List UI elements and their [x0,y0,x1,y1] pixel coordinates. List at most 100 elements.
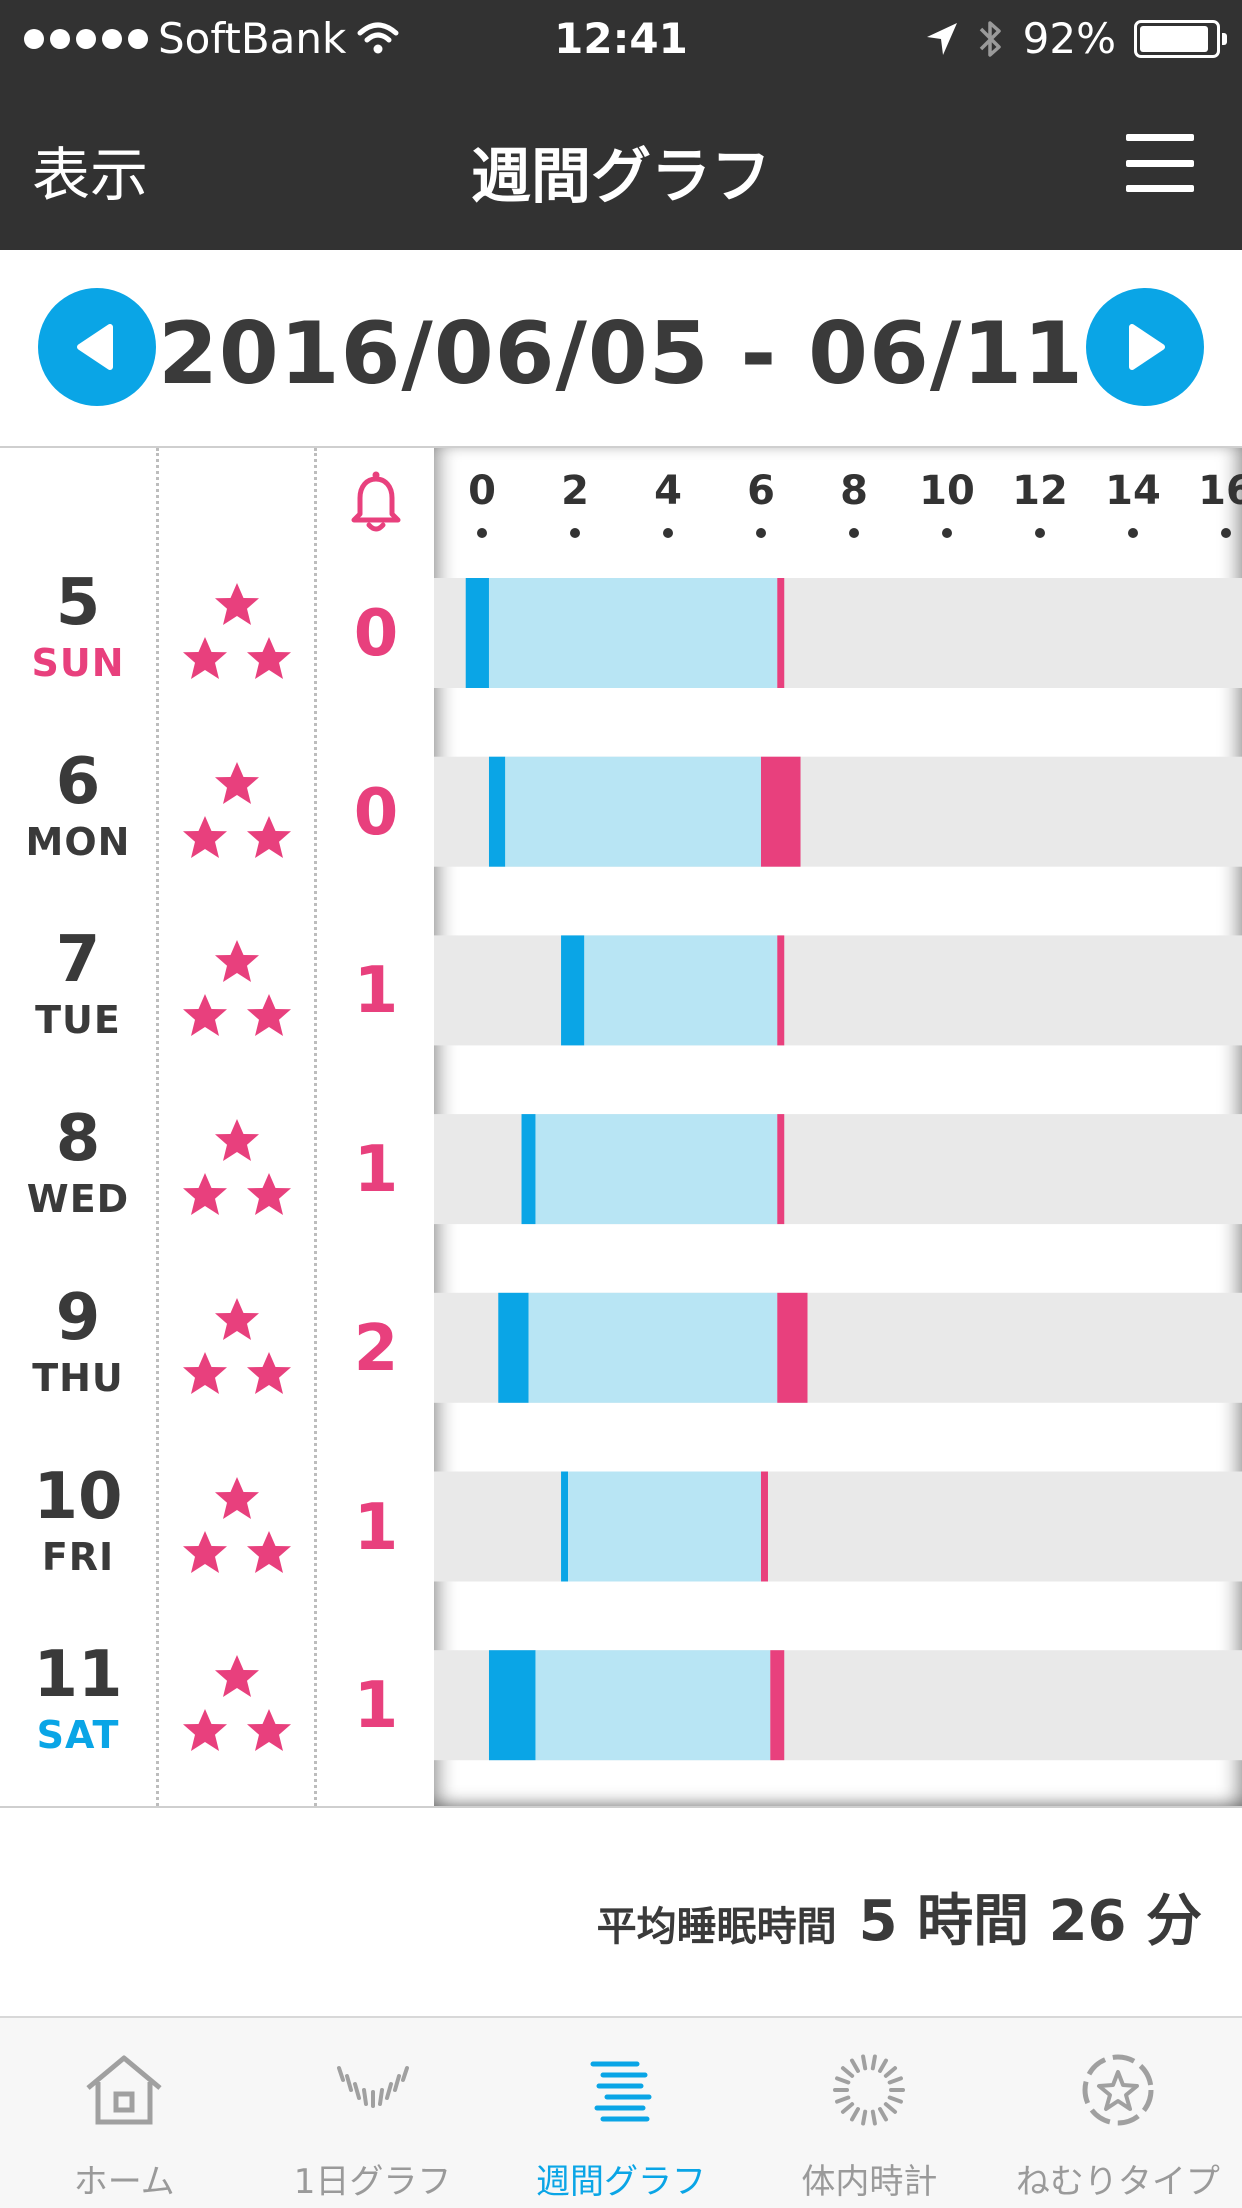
star-icon [215,1655,259,1698]
alarm-count: 2 [353,1311,399,1386]
sleep-bar-segment [528,1292,778,1403]
clock-tick [835,2076,851,2085]
alarm-bell-icon [351,471,401,532]
week-graph-icon [590,2061,652,2122]
sleep-bar-segment [535,1114,778,1225]
clock-tick [841,2066,855,2078]
carrier-label: SoftBank [158,14,347,63]
battery-percent: 92% [1022,14,1116,63]
day-label: 7 TUE [0,928,156,1042]
status-left: SoftBank [24,14,400,63]
tab-label: 1日グラフ [293,2162,452,2202]
star-icon [247,637,291,679]
sleep-bar-segment [465,578,489,688]
status-right: 92% [925,14,1227,63]
hamburger-menu-icon[interactable] [1126,134,1194,192]
right-arrow-icon [1129,324,1165,370]
nav-bar: 表示 週間グラフ [0,84,1242,250]
x-tick-dot [1128,528,1138,538]
sleep-bar-segment [521,1114,536,1225]
next-week-button[interactable] [1086,288,1204,406]
tab-body-clock[interactable]: 体内時計 [745,2018,993,2208]
alarm-count: 0 [353,775,399,850]
x-tick-dot [1035,528,1045,538]
wifi-icon [357,22,399,53]
star-icon [215,761,259,804]
sleep-bar-segment [584,935,778,1046]
star-icon [183,1530,227,1573]
row-background [434,1471,1242,1582]
day-label: 11 SAT [0,1643,156,1757]
day-number: 5 [55,566,101,640]
tab-home[interactable]: ホーム [0,2018,248,2208]
clock-tick [835,2095,851,2104]
star-icon [247,1351,291,1394]
tab-sleep-type[interactable]: ねむりタイプ [994,2018,1242,2208]
sleep-bar-segment [488,578,778,688]
sleep-bar-segment [761,756,801,867]
sleep-bar-segment [770,1650,785,1761]
tab-label: ねむりタイプ [1015,2162,1220,2202]
tab-week-graph[interactable]: 週間グラフ [497,2018,745,2208]
sleep-bar-segment [777,578,785,688]
day-of-week: TUE [35,998,121,1043]
day-number: 9 [55,1280,101,1355]
star-icon [215,1297,259,1340]
average-sleep-label: 平均睡眠時間 [596,1904,837,1950]
sleep-rating-stars-icon [183,1655,291,1752]
tab-day-graph[interactable]: 1日グラフ [248,2018,496,2208]
x-tick-label: 6 [747,468,775,514]
sleep-bar-segment [761,1471,768,1582]
clock-tick [884,2066,898,2078]
sleep-bar-segment [561,1471,569,1582]
previous-week-button[interactable] [38,288,156,406]
x-tick-label: 8 [840,468,868,514]
day-graph-icon [336,2066,409,2108]
clock-tick [850,2058,861,2073]
sleep-bar-segment [568,1471,761,1582]
day-number: 7 [55,923,101,998]
star-icon [183,815,227,858]
x-tick-label: 4 [654,468,682,514]
sleep-rating-stars-icon [183,1297,291,1394]
alarm-count: 1 [353,1490,399,1565]
average-sleep-value: 5 時間 26 分 [858,1889,1202,1954]
status-bar: SoftBank 12:41 92% [0,0,1242,84]
alarm-count: 1 [353,1133,399,1208]
display-button[interactable]: 表示 [32,141,149,209]
sleep-chart-svg [434,578,1242,1761]
alarm-count: 1 [353,954,399,1029]
day-label: 9 THU [0,1286,156,1400]
clock-tick [884,2102,898,2114]
sleep-bar-segment [535,1650,771,1761]
tab-label: 週間グラフ [536,2162,707,2202]
x-tick-dot [477,528,487,538]
week-range-label: 2016/06/05 - 06/11 [158,304,1084,404]
sleep-bar-segment [498,1292,529,1403]
x-tick-label: 10 [919,468,975,514]
clock-tick [861,2054,868,2071]
average-sleep: 平均睡眠時間 5 時間 26 分 [597,1876,1202,1957]
day-number: 6 [55,744,101,819]
sleep-bar-segment [777,1114,785,1225]
x-tick-label: 14 [1105,468,1161,514]
x-tick-dot [570,528,580,538]
page-title: 週間グラフ [471,142,771,212]
signal-strength-icon [24,28,148,49]
column-divider [314,448,317,1806]
body-clock-icon [833,2054,906,2126]
day-number: 10 [33,1459,123,1534]
location-arrow-icon [926,22,957,55]
star-icon [183,1173,227,1216]
star-icon [247,994,291,1037]
alarm-count: 0 [353,597,399,671]
sleep-type-icon [1082,2054,1154,2126]
sleep-rating-stars-icon [183,1476,291,1573]
x-tick-label: 2 [561,468,589,514]
home-icon [86,2055,162,2125]
left-arrow-icon [77,324,113,370]
star-icon [247,1530,291,1573]
sleep-bar-segment [488,1650,536,1761]
clock-tick [871,2054,878,2071]
